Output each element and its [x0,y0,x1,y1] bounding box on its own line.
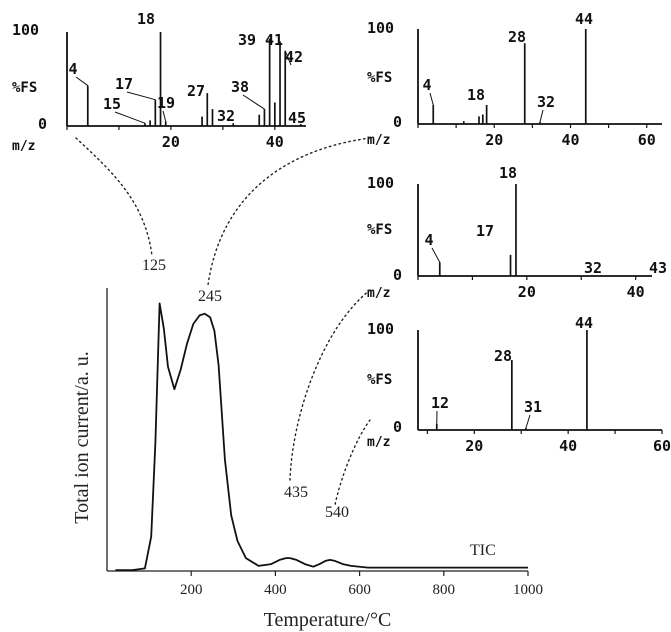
ms-x-label: m/z [367,133,390,148]
ms-x-tick-label: 20 [485,131,503,149]
ms-y-label: %FS [12,80,37,96]
ms-peak-label-28: 28 [508,28,526,46]
dotted-connector [334,419,371,506]
ms-label-leader [525,414,531,429]
ms-label-leader [284,50,292,66]
ms-x-tick-label: 60 [653,437,671,455]
ms-peak-label-31: 31 [524,398,542,416]
ms-x-tick-label: 60 [638,131,656,149]
ms-peak-label-44: 44 [575,10,593,28]
ms-y-tick-100: 100 [367,174,394,192]
ms-peak-label-32: 32 [537,93,555,111]
ms-peak-label-45: 45 [288,109,306,127]
ms-label-leader [429,92,434,106]
ms-label-leader [114,111,146,124]
peak-label-245: 245 [198,288,222,305]
ms-peak-label-17: 17 [476,222,494,240]
ms-y-tick-0: 0 [393,418,402,436]
x-tick-label: 400 [264,582,287,598]
ms-peak-label-12: 12 [431,394,449,412]
ms-peak-label-4: 4 [422,76,431,94]
peak-label-540: 540 [325,504,349,521]
ms-x-tick-label: 40 [266,133,284,151]
ms-peak-label-32: 32 [584,259,602,277]
ms-peak-label-41: 41 [265,31,283,49]
ms-label-leader [242,94,265,110]
ms-peak-label-18: 18 [467,86,485,104]
ms-y-tick-100: 100 [367,19,394,37]
ms-peak-label-17: 17 [115,75,133,93]
ms-y-label: %FS [367,70,392,86]
ms-x-label: m/z [12,139,35,154]
ms-peak-label-4: 4 [424,231,433,249]
ms-peak-label-27: 27 [187,82,205,100]
ms-x-tick-label: 40 [627,283,645,301]
ms-y-label: %FS [367,222,392,238]
ms-peak-label-43: 43 [649,259,667,277]
ms-label-leader [126,91,156,101]
dotted-connector [289,289,371,481]
ms-peak-label-18: 18 [499,164,517,182]
ms-peak-label-19: 19 [157,94,175,112]
ms-y-tick-100: 100 [367,320,394,338]
ms-peak-label-38: 38 [231,78,249,96]
ms-label-leader [75,76,89,86]
ms-y-tick-100: 100 [12,21,39,39]
ms-x-tick-label: 40 [561,131,579,149]
dotted-connector [75,137,153,257]
series-label: TIC [470,542,496,559]
ms-label-leader [162,110,167,122]
x-tick-label: 200 [180,582,203,598]
y-axis-label: Total ion current/a. u. [71,351,93,523]
ms-x-label: m/z [367,435,390,450]
x-tick-label: 600 [348,582,371,598]
ms-x-label: m/z [367,286,390,301]
x-tick-label: 800 [433,582,456,598]
mass-spectrum-435: 20 40 100 0 %FS m/z 4 17 18 32 43 [367,164,667,301]
ms-label-leader [431,247,441,263]
ms-peak-label-15: 15 [103,95,121,113]
ms-peak-label-39: 39 [238,31,256,49]
x-tick-label: 1000 [513,582,543,598]
ms-y-tick-0: 0 [393,266,402,284]
peak-label-435: 435 [284,484,308,501]
ms-y-label: %FS [367,372,392,388]
ms-y-tick-0: 0 [38,115,47,133]
ms-x-tick-label: 40 [559,437,577,455]
ms-peak-label-18: 18 [137,10,155,28]
x-axis-label: Temperature/°C [264,609,392,631]
mass-spectrum-540: 20 40 60 100 0 %FS m/z 12 28 31 44 [367,314,671,455]
mass-spectrum-245: 20 40 60 100 0 %FS m/z 4 18 28 32 44 [367,10,662,149]
ms-peak-label-28: 28 [494,347,512,365]
ms-x-tick-label: 20 [518,283,536,301]
ms-x-tick-label: 20 [465,437,483,455]
ms-y-tick-0: 0 [393,113,402,131]
ms-label-leader [539,109,544,123]
ms-peak-label-44: 44 [575,314,593,332]
ms-x-tick-label: 20 [162,133,180,151]
dotted-connector [207,137,371,286]
dotted-connectors [75,137,371,506]
ms-label-leader [299,123,302,127]
ms-peak-label-32: 32 [217,107,235,125]
peak-label-125: 125 [142,257,166,274]
tic-curve [115,302,528,571]
ms-peak-label-4: 4 [68,60,77,78]
